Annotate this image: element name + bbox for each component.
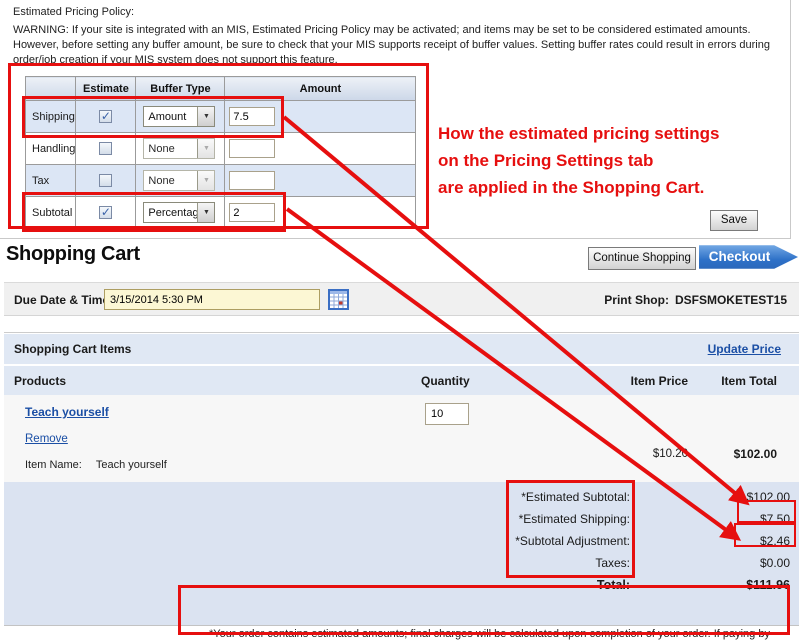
- quantity-input[interactable]: [425, 403, 469, 425]
- tax-amount-input[interactable]: [229, 171, 276, 190]
- print-shop-label: Print Shop:: [604, 293, 669, 307]
- item-price-value: $10.20: [652, 448, 688, 460]
- amount-column-header: Amount: [224, 76, 417, 101]
- totals-stack: *Estimated Subtotal: $102.00 *Estimated …: [460, 486, 790, 596]
- subtotal-estimate-checkbox[interactable]: ✓: [99, 205, 113, 219]
- due-date-input[interactable]: [104, 289, 320, 310]
- pricing-table-header-row: Estimate Buffer Type Amount: [24, 76, 417, 101]
- subtotal-amount-input[interactable]: [229, 203, 276, 222]
- page-title: Shopping Cart: [6, 243, 140, 265]
- checkout-button[interactable]: Checkout: [699, 245, 798, 269]
- subtotal-buffer-type-select[interactable]: Percentage ▼: [143, 202, 216, 223]
- print-shop: Print Shop: DSFSMOKETEST15: [598, 293, 787, 307]
- estimated-shipping-label: *Estimated Shipping:: [518, 512, 630, 526]
- subtotal-adjustment-value: $2.46: [759, 534, 790, 548]
- annotation-line-3: are applied in the Shopping Cart.: [438, 178, 705, 197]
- shipping-amount-input[interactable]: [229, 107, 276, 126]
- tax-buffer-type-value: None: [148, 174, 175, 187]
- dropdown-arrow-icon: ▼: [197, 139, 215, 158]
- total-label: Total:: [596, 578, 630, 592]
- shipping-row-label: Shipping: [24, 100, 77, 133]
- calendar-icon[interactable]: [328, 289, 349, 310]
- taxes-value: $0.00: [759, 556, 790, 570]
- table-row-tax: Tax None ▼: [24, 164, 417, 197]
- estimated-shipping-value: $7.50: [759, 512, 790, 526]
- handling-buffer-type-value: None: [148, 142, 175, 155]
- subtotal-row-label: Subtotal: [24, 196, 77, 229]
- product-name-link[interactable]: Teach yourself: [25, 405, 109, 419]
- cart-item-row: Teach yourself Remove Item Name: Teach yo…: [4, 395, 799, 482]
- item-name-label: Item Name:: [25, 459, 82, 471]
- cart-totals-section: *Estimated Subtotal: $102.00 *Estimated …: [4, 482, 799, 640]
- estimate-column-header: Estimate: [75, 76, 137, 101]
- totals-row-estimated-subtotal: *Estimated Subtotal: $102.00: [460, 486, 790, 508]
- dropdown-arrow-icon: ▼: [197, 171, 215, 190]
- table-row-handling: Handling None ▼: [24, 132, 417, 165]
- annotation-line-1: How the estimated pricing settings: [438, 124, 720, 143]
- item-total-value: $102.00: [733, 447, 777, 461]
- total-value: $111.96: [746, 578, 790, 592]
- item-total-column-header: Item Total: [721, 374, 777, 388]
- handling-row-label: Handling: [24, 132, 77, 165]
- totals-row-taxes: Taxes: $0.00: [460, 552, 790, 574]
- handling-amount-input[interactable]: [229, 139, 276, 158]
- empty-header-cell: [24, 76, 77, 101]
- tax-buffer-type-select[interactable]: None ▼: [143, 170, 216, 191]
- handling-estimate-checkbox[interactable]: [99, 142, 113, 155]
- table-row-shipping: Shipping ✓ Amount ▼: [24, 100, 417, 133]
- cart-items-headerbar: Shopping Cart Items Update Price: [4, 334, 799, 364]
- quantity-column-header: Quantity: [421, 374, 470, 388]
- cart-column-header-row: Products Quantity Item Price Item Total: [4, 366, 799, 395]
- estimated-subtotal-value: $102.00: [746, 490, 790, 504]
- annotation-note: How the estimated pricing settings on th…: [438, 120, 720, 201]
- shipping-buffer-type-value: Amount: [148, 110, 187, 123]
- due-date-bar: Due Date & Time Print Shop: DSFSMOKETEST1…: [4, 282, 799, 316]
- dropdown-arrow-icon[interactable]: ▼: [197, 107, 215, 126]
- dropdown-arrow-icon[interactable]: ▼: [197, 203, 215, 222]
- annotation-line-2: on the Pricing Settings tab: [438, 151, 654, 170]
- update-price-link[interactable]: Update Price: [707, 342, 781, 356]
- shipping-buffer-type-select[interactable]: Amount ▼: [143, 106, 216, 127]
- tax-estimate-checkbox[interactable]: [99, 174, 113, 187]
- item-price-column-header: Item Price: [630, 374, 688, 388]
- remove-item-link[interactable]: Remove: [25, 433, 68, 445]
- subtotal-buffer-type-value: Percentage: [148, 206, 198, 219]
- save-button[interactable]: Save: [710, 210, 758, 231]
- cart-items-panel: Shopping Cart Items Update Price Product…: [4, 332, 799, 640]
- totals-row-estimated-shipping: *Estimated Shipping: $7.50: [460, 508, 790, 530]
- pricing-policy-title: Estimated Pricing Policy:: [13, 6, 135, 18]
- print-shop-value: DSFSMOKETEST15: [674, 293, 787, 307]
- products-column-header: Products: [14, 374, 67, 388]
- shipping-estimate-checkbox[interactable]: ✓: [99, 109, 113, 123]
- taxes-label: Taxes:: [595, 556, 630, 570]
- totals-row-total: Total: $111.96: [460, 574, 790, 596]
- subtotal-adjustment-label: *Subtotal Adjustment:: [515, 534, 630, 548]
- handling-buffer-type-select[interactable]: None ▼: [143, 138, 216, 159]
- item-name-value: Teach yourself: [95, 459, 167, 471]
- table-row-subtotal: Subtotal ✓ Percentage ▼: [24, 196, 417, 229]
- item-name-row: Item Name: Teach yourself: [25, 459, 167, 471]
- tax-row-label: Tax: [24, 164, 77, 197]
- pricing-policy-warning: WARNING: If your site is integrated with…: [13, 24, 770, 66]
- pricing-settings-table: Estimate Buffer Type Amount Shipping ✓ A…: [24, 76, 417, 229]
- buffer-type-column-header: Buffer Type: [135, 76, 226, 101]
- estimated-subtotal-label: *Estimated Subtotal:: [521, 490, 630, 504]
- continue-shopping-button[interactable]: Continue Shopping: [588, 247, 696, 270]
- cart-items-header-label: Shopping Cart Items: [14, 342, 132, 356]
- estimated-amounts-disclaimer: *Your order contains estimated amounts; …: [189, 626, 790, 644]
- due-date-label: Due Date & Time: [14, 293, 110, 307]
- totals-row-subtotal-adjustment: *Subtotal Adjustment: $2.46: [460, 530, 790, 552]
- disclaimer-line-1: *Your order contains estimated amounts; …: [209, 628, 770, 640]
